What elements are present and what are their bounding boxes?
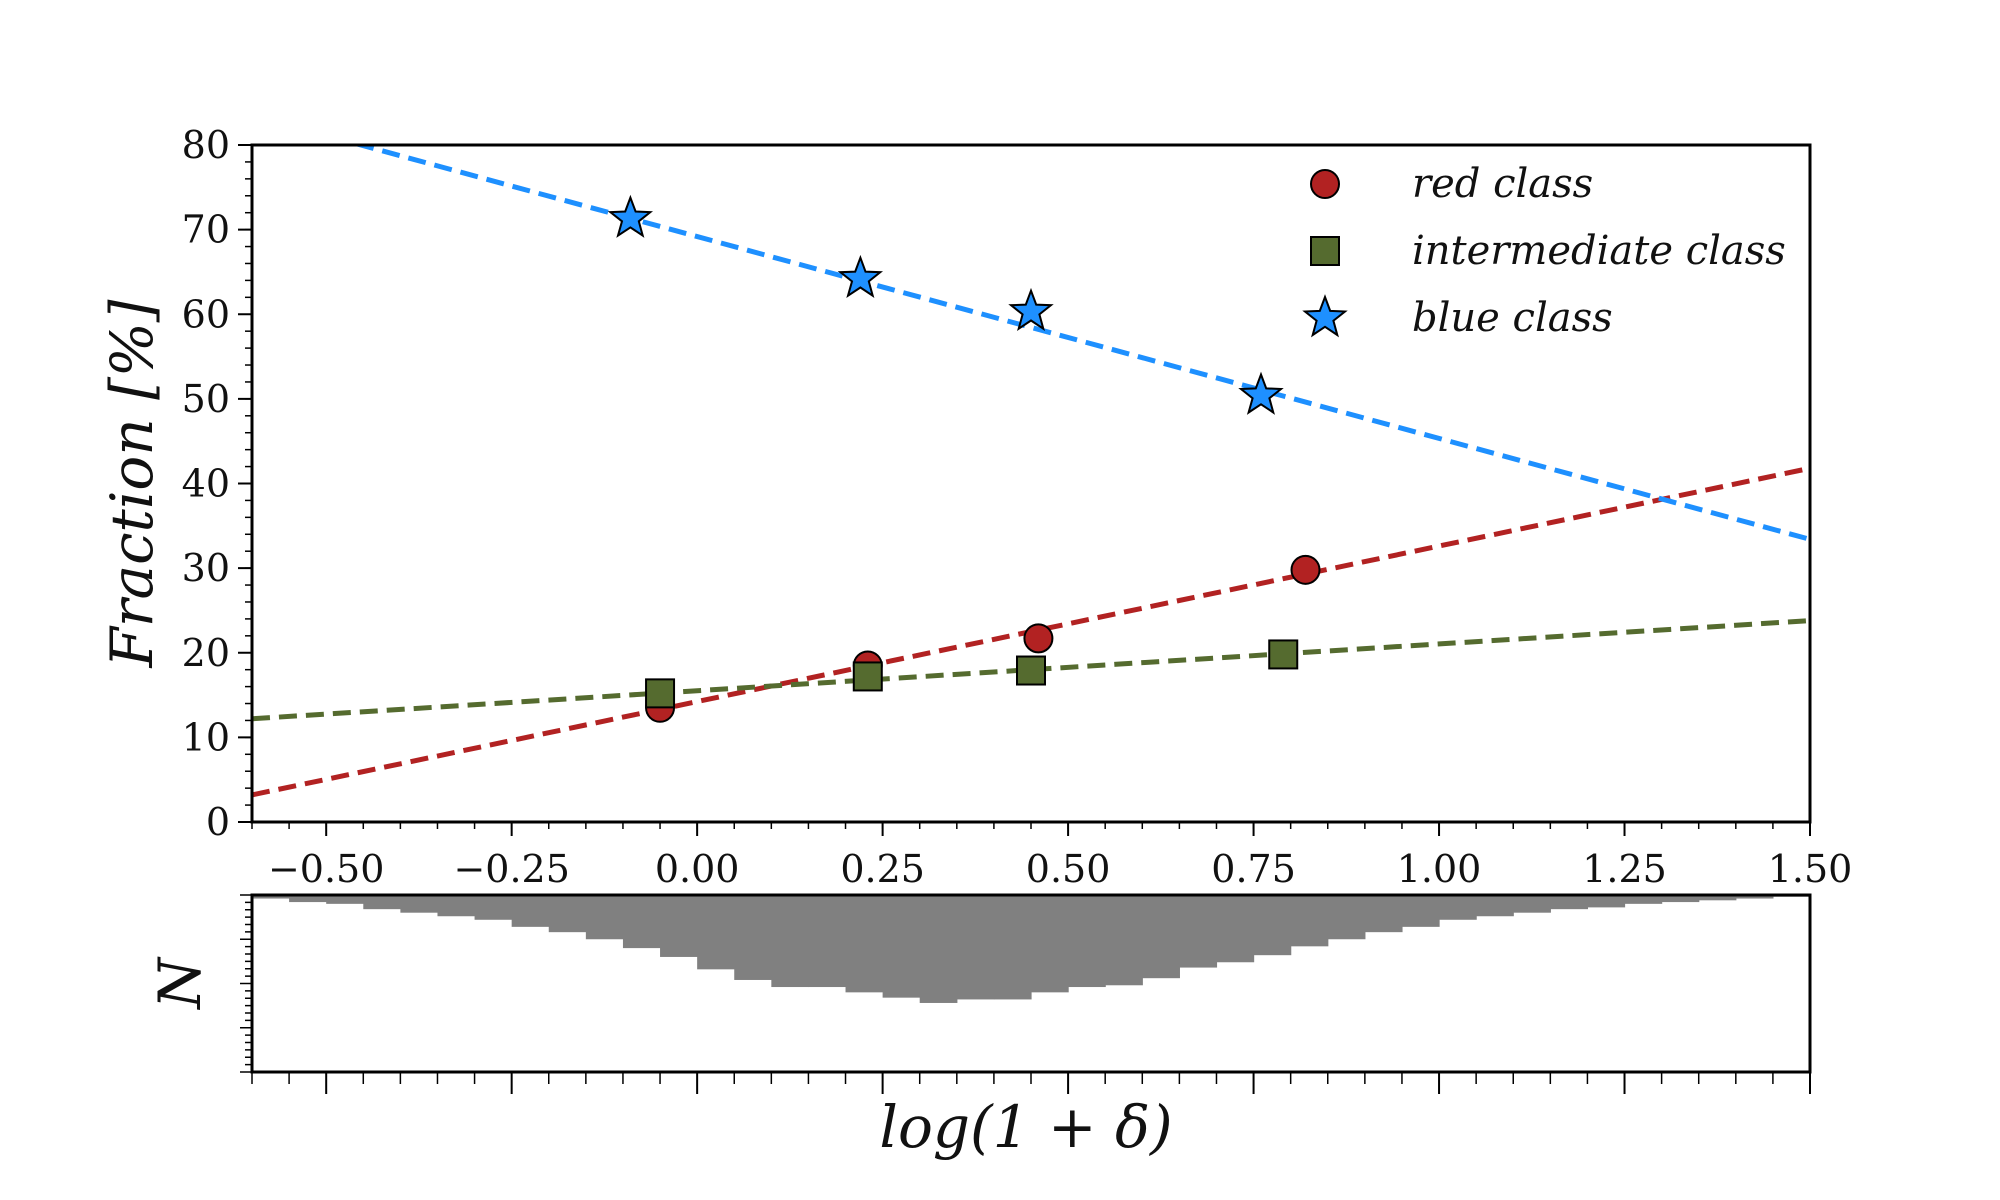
histogram-bar xyxy=(1290,895,1329,947)
y-tick-label: 80 xyxy=(182,123,230,167)
y-tick-label: 20 xyxy=(182,631,230,675)
legend-label: intermediate class xyxy=(1412,228,1786,274)
histogram-bar xyxy=(548,895,587,933)
y-tick-label: 30 xyxy=(182,546,230,590)
histogram-bar xyxy=(1216,895,1255,963)
histogram-bar xyxy=(1513,895,1551,913)
data-points xyxy=(607,194,1321,723)
histogram-bar xyxy=(1439,895,1477,920)
point-circle xyxy=(1290,554,1321,585)
x-tick-label: 0.75 xyxy=(1211,847,1296,891)
point-circle xyxy=(1023,623,1054,654)
x-tick-label: −0.25 xyxy=(453,847,569,891)
y-axis-title: Fraction [%] xyxy=(98,299,166,668)
fraction-plot-frame xyxy=(250,143,1812,824)
top-spine-gap xyxy=(1655,145,1668,150)
point-star xyxy=(837,254,884,299)
histogram-bar xyxy=(326,895,364,904)
x-axis-title: log(1 + δ) xyxy=(879,1093,1172,1161)
fit-line-square xyxy=(252,618,1810,722)
histogram-bar xyxy=(660,895,698,957)
histogram-bar xyxy=(1327,895,1366,940)
histogram-bar xyxy=(289,895,327,903)
legend-marker-circle xyxy=(1310,169,1340,199)
histogram-bar xyxy=(1253,895,1292,956)
histogram-bar xyxy=(1068,895,1106,988)
histogram-plot-frame xyxy=(250,893,1812,1074)
y-tick-label: 70 xyxy=(182,208,230,252)
histogram-bar xyxy=(1364,895,1403,933)
histogram-bar xyxy=(882,895,921,998)
point-square xyxy=(1016,655,1046,686)
fraction-panel: −0.50 −0.25 0.00 0.25 0.50 0.75 1.00 1.25 1.50 0 1… xyxy=(98,123,1853,891)
histogram-bar xyxy=(437,895,476,917)
histogram-bar xyxy=(1105,895,1143,986)
fraction-tick-labels: −0.50 −0.25 0.00 0.25 0.50 0.75 1.00 1.25 1.50 0 1… xyxy=(182,123,1853,891)
x-tick-label: 1.50 xyxy=(1768,847,1853,891)
histogram-bar xyxy=(1587,895,1626,908)
histogram-bar xyxy=(956,895,995,1000)
histogram-bar xyxy=(400,895,439,913)
point-star xyxy=(1238,371,1284,415)
histogram-bar xyxy=(1661,895,1700,903)
y-tick-label: 40 xyxy=(182,462,230,506)
histogram-ticks xyxy=(240,894,1811,1094)
histogram-y-axis-title: N xyxy=(146,956,214,1011)
legend-marker-square xyxy=(1310,236,1340,266)
histogram-bar xyxy=(697,895,735,970)
x-tick-label: 0.25 xyxy=(840,847,925,891)
histogram-bar xyxy=(511,895,550,927)
histogram-bar xyxy=(1179,895,1218,968)
point-square xyxy=(645,678,676,709)
legend: red class intermediate class blue class xyxy=(1302,161,1786,341)
histogram-bar xyxy=(622,895,661,949)
x-tick-label: 1.00 xyxy=(1397,847,1482,891)
legend-marker-star xyxy=(1302,294,1348,338)
histogram-bar xyxy=(363,895,401,910)
legend-label: blue class xyxy=(1412,295,1613,341)
x-tick-label: 0.00 xyxy=(655,847,740,891)
histogram-panel: N log(1 + δ) xyxy=(146,893,1812,1161)
histogram-bar xyxy=(585,895,624,940)
x-tick-label: 0.50 xyxy=(1026,847,1111,891)
histogram-bar xyxy=(734,895,772,980)
histogram-bar xyxy=(919,895,958,1003)
histogram-bar xyxy=(808,895,847,988)
histogram-bar xyxy=(1476,895,1514,917)
histogram-bar xyxy=(845,895,884,993)
histogram-bar xyxy=(1401,895,1440,927)
histogram-bar xyxy=(474,895,513,920)
histogram-bar xyxy=(993,895,1032,1000)
point-square xyxy=(1268,639,1299,670)
fit-lines xyxy=(252,145,1810,798)
y-tick-label: 60 xyxy=(182,292,230,336)
histogram-bar xyxy=(771,895,810,988)
histogram-bars xyxy=(252,895,1811,1003)
x-tick-label: 1.25 xyxy=(1582,847,1667,891)
point-square xyxy=(852,661,883,692)
histogram-bar xyxy=(252,895,290,899)
x-tick-label: −0.50 xyxy=(268,847,384,891)
legend-label: red class xyxy=(1412,161,1593,207)
histogram-bar xyxy=(1698,895,1737,901)
histogram-bar xyxy=(1031,895,1069,993)
point-star xyxy=(607,194,654,238)
y-tick-label: 50 xyxy=(182,377,230,421)
histogram-bar xyxy=(1550,895,1589,910)
histogram-bar xyxy=(1624,895,1663,904)
histogram-bar xyxy=(1142,895,1180,979)
histogram-bar xyxy=(1735,895,1774,899)
point-star xyxy=(1008,287,1054,332)
y-tick-label: 10 xyxy=(182,715,230,759)
y-tick-label: 0 xyxy=(206,800,230,844)
